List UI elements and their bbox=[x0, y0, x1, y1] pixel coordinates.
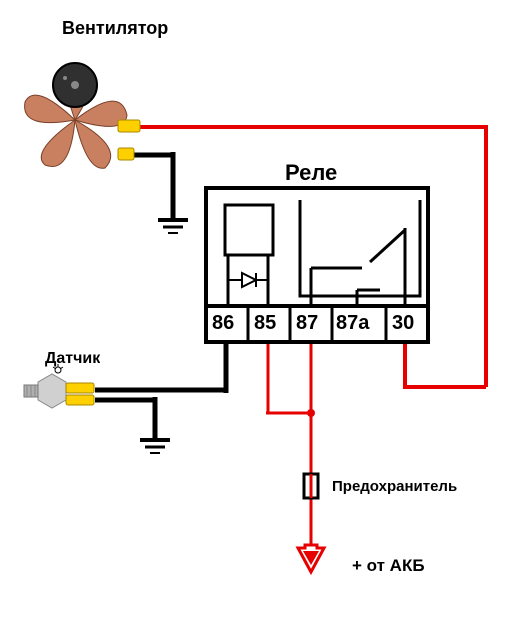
sensor-label: Датчик bbox=[45, 350, 100, 368]
battery-arrow bbox=[298, 545, 324, 572]
battery-label: + от АКБ bbox=[352, 556, 425, 576]
pin-30: 30 bbox=[392, 312, 414, 335]
fan-label: Вентилятор bbox=[62, 18, 168, 39]
fan-icon bbox=[23, 63, 140, 172]
sensor-icon bbox=[24, 364, 94, 408]
pin-87a: 87a bbox=[336, 312, 369, 335]
pin-85: 85 bbox=[254, 312, 276, 335]
fuse-label: Предохранитель bbox=[332, 478, 457, 495]
pin-87: 87 bbox=[296, 312, 318, 335]
black-wire-fan-ground bbox=[130, 152, 188, 233]
relay-label: Реле bbox=[285, 160, 337, 186]
black-wire-sensor bbox=[95, 342, 226, 453]
fuse-symbol bbox=[304, 474, 318, 498]
pin-86: 86 bbox=[212, 312, 234, 335]
red-wire-85-87-to-battery bbox=[266, 342, 315, 545]
